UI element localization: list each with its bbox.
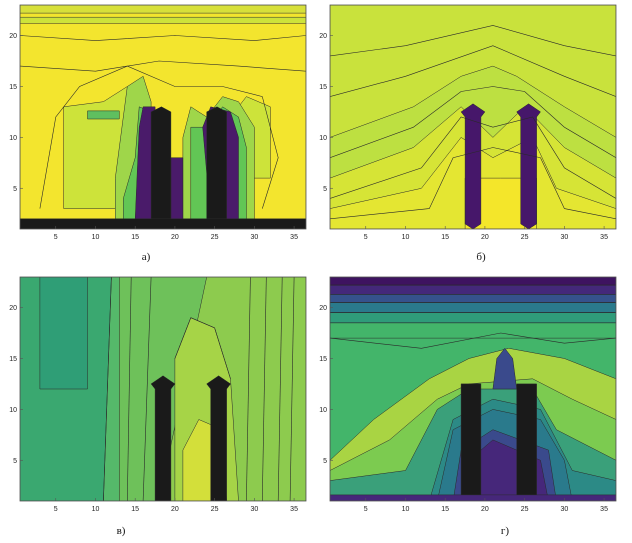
- panel-caption: б): [476, 251, 486, 263]
- contour-band-9: [330, 312, 616, 324]
- isoline-4: [330, 147, 616, 220]
- x-tick-label: 20: [171, 234, 179, 241]
- contour-band-13: [150, 106, 172, 229]
- plot-area: [20, 277, 306, 501]
- x-tick-label: 5: [54, 234, 58, 241]
- plot-frame: [19, 276, 307, 502]
- isoline-1: [20, 60, 306, 72]
- x-tick-label: 35: [290, 234, 298, 241]
- isoline-0: [20, 35, 306, 41]
- contour-band-13: [330, 277, 616, 286]
- y-tick-label: 5: [323, 186, 327, 193]
- x-tick-label: 25: [211, 506, 219, 513]
- x-tick-label: 5: [54, 506, 58, 513]
- x-tick-label: 30: [560, 506, 568, 513]
- x-tick-label: 20: [481, 234, 489, 241]
- plot-area: [330, 5, 616, 229]
- isoline-0: [330, 332, 616, 349]
- y-tick-label: 15: [9, 84, 17, 91]
- x-tick-label: 15: [441, 506, 449, 513]
- y-tick-label: 10: [319, 135, 327, 142]
- isoline-1: [127, 277, 132, 501]
- contour-band-8: [87, 110, 120, 120]
- contour-band-3: [20, 16, 306, 24]
- x-tick-label: 15: [441, 234, 449, 241]
- isoline-0: [330, 25, 616, 57]
- y-tick-label: 20: [319, 33, 327, 40]
- contour-band-6: [516, 103, 541, 229]
- x-tick-label: 35: [600, 234, 608, 241]
- contour-band-15: [20, 218, 306, 229]
- contour-band-7: [150, 375, 176, 501]
- x-tick-label: 10: [402, 506, 410, 513]
- x-tick-label: 20: [481, 506, 489, 513]
- contour-band-2: [39, 277, 88, 390]
- contour-plot-b: 5 10 15 20 25 30 35 5 10 15 20 б): [319, 4, 617, 263]
- panel-caption: а): [142, 251, 151, 263]
- contour-plot-g: 5 10 15 20 25 30 35 5 10 15 20 г): [319, 276, 617, 537]
- isoline-2: [330, 86, 616, 158]
- x-tick-label: 15: [131, 234, 139, 241]
- contour-band-17: [330, 494, 616, 501]
- y-tick-label: 10: [9, 407, 17, 414]
- isoline-0: [103, 277, 112, 501]
- x-tick-label: 25: [521, 506, 529, 513]
- x-tick-label: 15: [131, 506, 139, 513]
- plot-frame: [19, 4, 307, 230]
- contour-band-14: [492, 348, 517, 390]
- contour-band-16: [516, 383, 537, 501]
- contour-band-12: [330, 284, 616, 295]
- y-tick-label: 20: [9, 305, 17, 312]
- contour-band-11: [170, 157, 184, 220]
- x-tick-label: 5: [364, 234, 368, 241]
- isoline-2: [142, 277, 152, 501]
- isoline-3: [246, 277, 251, 501]
- y-tick-label: 15: [9, 356, 17, 363]
- panel-caption: в): [117, 525, 126, 537]
- contour-band-12: [20, 5, 306, 14]
- isoline-5: [277, 277, 283, 501]
- y-tick-label: 15: [319, 356, 327, 363]
- isoline-3: [330, 116, 616, 199]
- plot-area: [330, 277, 616, 501]
- y-tick-label: 10: [9, 135, 17, 142]
- y-tick-label: 10: [319, 407, 327, 414]
- contour-plot-v: 5 10 15 20 25 30 35 5 10 15 20 в): [9, 276, 307, 537]
- y-tick-label: 5: [13, 186, 17, 193]
- x-tick-label: 35: [600, 506, 608, 513]
- x-tick-label: 30: [560, 234, 568, 241]
- x-tick-label: 5: [364, 506, 368, 513]
- x-tick-label: 25: [521, 234, 529, 241]
- y-tick-label: 5: [13, 458, 17, 465]
- y-tick-label: 15: [319, 84, 327, 91]
- x-tick-label: 25: [211, 234, 219, 241]
- contour-band-15: [460, 383, 482, 501]
- y-tick-label: 20: [319, 305, 327, 312]
- x-tick-label: 30: [250, 506, 258, 513]
- contour-band-11: [330, 294, 616, 303]
- contour-band-10: [330, 302, 616, 313]
- y-tick-label: 20: [9, 33, 17, 40]
- plot-frame: [329, 276, 617, 502]
- contour-band-14: [206, 106, 227, 229]
- x-tick-label: 10: [92, 234, 100, 241]
- x-tick-label: 10: [92, 506, 100, 513]
- panel-caption: г): [501, 525, 510, 537]
- contour-band-8: [206, 375, 231, 501]
- isoline-1: [330, 45, 616, 97]
- plot-frame: [329, 4, 617, 230]
- isoline-7: [174, 317, 231, 379]
- contour-plot-a: 5 10 15 20 25 30 35 5 10 15 20 а): [9, 4, 307, 263]
- isoline-6: [289, 277, 295, 501]
- x-tick-label: 30: [250, 234, 258, 241]
- isoline-4: [262, 277, 267, 501]
- y-tick-label: 5: [323, 458, 327, 465]
- x-tick-label: 10: [402, 234, 410, 241]
- plot-area: [20, 5, 306, 229]
- isoline-2: [39, 65, 279, 209]
- x-tick-label: 35: [290, 506, 298, 513]
- x-tick-label: 20: [171, 506, 179, 513]
- contour-band-5: [460, 103, 486, 229]
